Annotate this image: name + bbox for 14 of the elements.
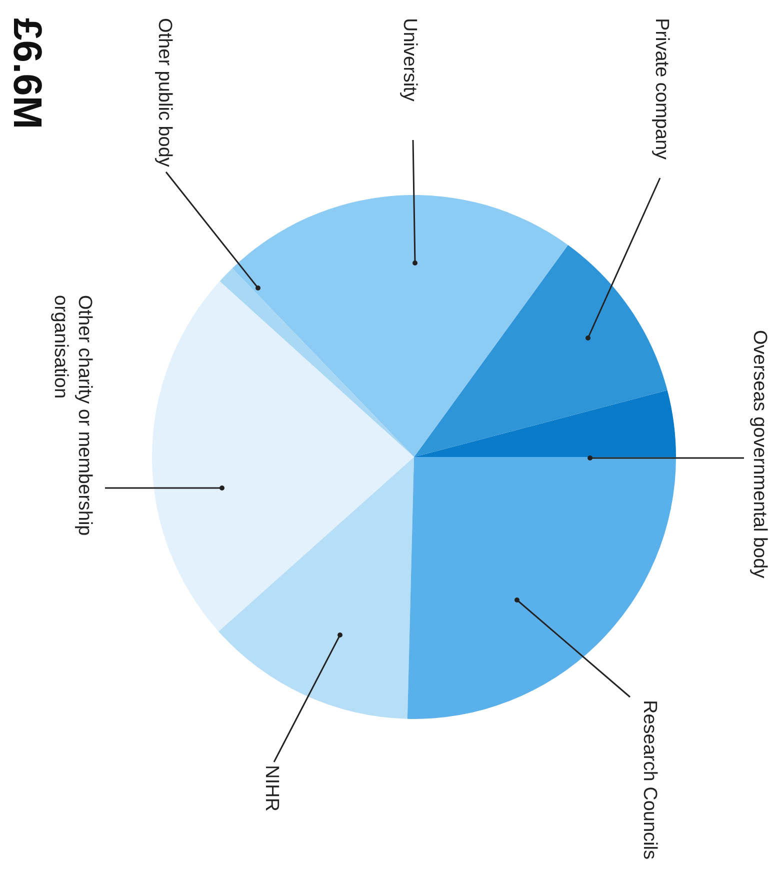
- pie-slice: [232, 195, 568, 457]
- slice-label: Other charity or membership organisation: [50, 295, 95, 536]
- pie-slice: [414, 390, 676, 457]
- slice-label: Private company: [651, 18, 672, 160]
- slice-label: Other public body: [154, 18, 175, 168]
- pie-slice: [414, 245, 668, 457]
- pie-slice: [220, 268, 414, 457]
- pie-slice: [218, 457, 414, 719]
- slice-label: NIHR: [261, 765, 282, 812]
- pie-slice: [152, 281, 414, 632]
- slice-label: Research Councils: [639, 700, 660, 860]
- slice-label: University: [399, 18, 420, 102]
- text: £6.6M: [5, 18, 49, 130]
- slice-label: Overseas governmental body: [749, 330, 770, 579]
